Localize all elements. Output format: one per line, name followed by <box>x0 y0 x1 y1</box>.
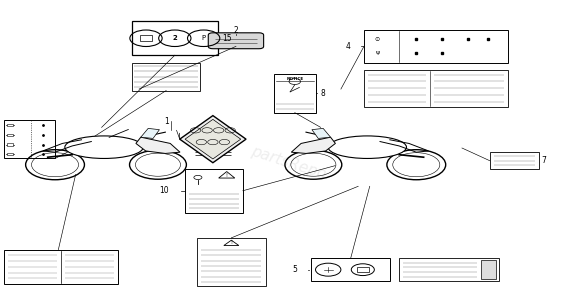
FancyBboxPatch shape <box>274 74 316 113</box>
FancyArrowPatch shape <box>109 129 128 137</box>
FancyBboxPatch shape <box>357 267 369 272</box>
Polygon shape <box>312 128 331 139</box>
Polygon shape <box>180 116 246 163</box>
FancyBboxPatch shape <box>399 258 499 281</box>
FancyBboxPatch shape <box>7 134 13 136</box>
FancyBboxPatch shape <box>364 30 508 62</box>
FancyBboxPatch shape <box>3 250 118 284</box>
FancyBboxPatch shape <box>185 169 243 213</box>
Ellipse shape <box>328 136 406 158</box>
FancyBboxPatch shape <box>7 153 13 155</box>
Text: 7: 7 <box>542 156 546 165</box>
FancyBboxPatch shape <box>7 143 13 146</box>
Ellipse shape <box>65 136 143 158</box>
FancyBboxPatch shape <box>481 260 496 279</box>
FancyBboxPatch shape <box>490 152 539 169</box>
Text: ψ: ψ <box>375 50 379 55</box>
Text: 15: 15 <box>223 34 232 43</box>
FancyBboxPatch shape <box>7 124 13 126</box>
FancyBboxPatch shape <box>132 62 200 91</box>
Text: 10: 10 <box>160 186 169 195</box>
FancyBboxPatch shape <box>197 238 266 287</box>
Polygon shape <box>185 119 241 159</box>
FancyBboxPatch shape <box>208 33 264 49</box>
Text: 1: 1 <box>164 117 169 126</box>
Text: !: ! <box>231 240 232 245</box>
FancyBboxPatch shape <box>132 21 217 55</box>
Text: 2: 2 <box>172 35 177 41</box>
FancyBboxPatch shape <box>364 70 508 107</box>
Polygon shape <box>291 137 335 153</box>
Text: NOTICE: NOTICE <box>286 77 303 81</box>
Polygon shape <box>136 137 180 153</box>
Text: partsRepo: partsRepo <box>250 144 328 182</box>
Polygon shape <box>141 128 160 139</box>
Text: 5: 5 <box>292 265 297 274</box>
Text: P: P <box>202 35 206 41</box>
FancyBboxPatch shape <box>311 258 391 281</box>
Text: 8: 8 <box>320 89 325 98</box>
Text: 4: 4 <box>345 42 350 51</box>
Text: 2: 2 <box>234 26 238 35</box>
FancyBboxPatch shape <box>140 35 152 41</box>
Text: ⊙: ⊙ <box>375 37 380 42</box>
FancyBboxPatch shape <box>3 120 55 158</box>
Text: !: ! <box>226 173 228 178</box>
